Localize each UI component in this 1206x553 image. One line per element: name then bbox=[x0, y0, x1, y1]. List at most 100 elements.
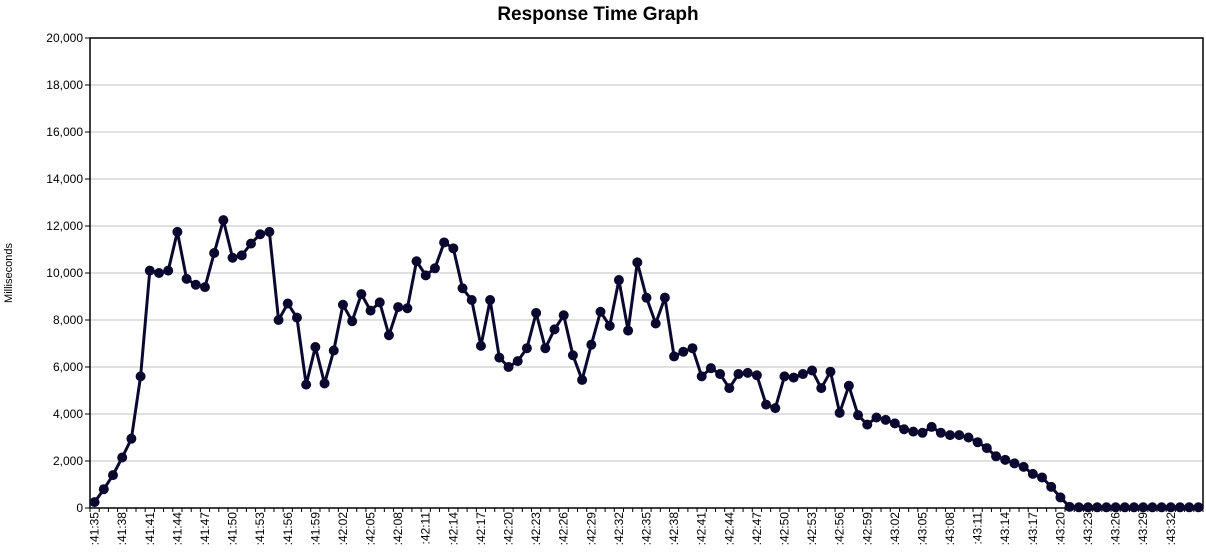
data-point bbox=[632, 257, 643, 268]
data-point bbox=[374, 297, 385, 308]
data-point bbox=[356, 289, 367, 300]
data-point bbox=[696, 371, 707, 382]
data-point bbox=[144, 265, 155, 276]
data-point bbox=[558, 310, 569, 321]
x-tick-label: :42:41 bbox=[695, 512, 709, 546]
y-tick-label: 2,000 bbox=[53, 454, 83, 468]
data-point bbox=[153, 268, 164, 278]
x-tick-label: :42:23 bbox=[529, 512, 543, 546]
x-tick-label: :41:44 bbox=[170, 512, 184, 546]
x-tick-label: :42:20 bbox=[502, 512, 516, 546]
x-tick-label: :42:14 bbox=[446, 512, 460, 546]
data-point bbox=[1037, 472, 1048, 483]
data-point bbox=[521, 343, 532, 354]
data-point bbox=[797, 369, 808, 380]
data-point bbox=[613, 275, 624, 286]
x-tick-label: :42:56 bbox=[833, 512, 847, 546]
data-point bbox=[337, 299, 348, 310]
data-point bbox=[935, 427, 946, 438]
x-tick-label: :42:26 bbox=[557, 512, 571, 546]
data-point bbox=[586, 339, 597, 350]
data-point bbox=[402, 303, 413, 314]
x-tick-label: :43:32 bbox=[1164, 512, 1178, 546]
data-point bbox=[1073, 502, 1084, 513]
data-point bbox=[567, 350, 578, 361]
data-point bbox=[282, 298, 293, 309]
data-point bbox=[172, 226, 183, 237]
data-point bbox=[107, 470, 118, 481]
data-point bbox=[770, 403, 781, 414]
data-point bbox=[475, 340, 486, 351]
data-point bbox=[742, 367, 753, 378]
x-tick-label: :42:53 bbox=[805, 512, 819, 546]
series-group bbox=[89, 215, 1204, 513]
data-point bbox=[650, 318, 661, 329]
data-point bbox=[291, 312, 302, 323]
x-tick-label: :41:38 bbox=[115, 512, 129, 546]
x-tick-label: :41:35 bbox=[88, 512, 102, 546]
data-point bbox=[991, 451, 1002, 462]
data-point bbox=[1147, 502, 1158, 513]
data-point bbox=[273, 315, 284, 325]
data-point bbox=[420, 270, 431, 281]
data-point bbox=[853, 410, 864, 421]
data-point bbox=[1083, 502, 1094, 513]
data-point bbox=[319, 378, 330, 389]
data-point bbox=[512, 356, 523, 367]
data-point bbox=[981, 443, 992, 454]
data-point bbox=[439, 237, 450, 248]
y-tick-label: 6,000 bbox=[53, 360, 83, 374]
data-point bbox=[954, 430, 965, 441]
data-point bbox=[245, 238, 256, 249]
data-point bbox=[843, 380, 854, 391]
data-point bbox=[687, 343, 698, 354]
data-point bbox=[825, 366, 836, 377]
x-tick-label: :41:59 bbox=[308, 512, 322, 546]
y-tick-label: 20,000 bbox=[46, 31, 83, 45]
x-tick-label: :43:08 bbox=[943, 512, 957, 546]
data-point bbox=[779, 371, 790, 382]
data-point bbox=[1064, 501, 1075, 512]
plot-frame bbox=[89, 37, 1204, 509]
data-point bbox=[347, 316, 358, 327]
data-point bbox=[1055, 492, 1066, 503]
x-tick-label: :42:50 bbox=[777, 512, 791, 546]
chart-title: Response Time Graph bbox=[497, 4, 699, 25]
data-point bbox=[889, 418, 900, 429]
data-point bbox=[1184, 502, 1195, 513]
data-point bbox=[917, 427, 928, 438]
data-point bbox=[411, 256, 422, 267]
x-tick-label: :41:53 bbox=[253, 512, 267, 546]
data-point bbox=[1000, 454, 1011, 465]
y-tick-label: 4,000 bbox=[53, 407, 83, 421]
data-point bbox=[494, 352, 505, 363]
data-point bbox=[227, 252, 238, 263]
data-point bbox=[899, 424, 910, 435]
data-point bbox=[604, 320, 615, 331]
data-point bbox=[1018, 461, 1029, 472]
x-tick-label: :43:14 bbox=[998, 512, 1012, 546]
data-point bbox=[466, 295, 477, 306]
x-tick-label: :43:02 bbox=[888, 512, 902, 546]
data-point bbox=[972, 437, 983, 448]
x-tick-label: :42:44 bbox=[722, 512, 736, 546]
x-tick-label: :43:20 bbox=[1053, 512, 1067, 546]
x-tick-label: :42:29 bbox=[584, 512, 598, 546]
data-point bbox=[705, 363, 716, 374]
data-point bbox=[1138, 502, 1149, 513]
data-point bbox=[1119, 502, 1130, 513]
data-point bbox=[218, 215, 229, 226]
data-point bbox=[503, 362, 514, 372]
x-tick-label: :43:17 bbox=[1026, 512, 1040, 546]
data-point bbox=[163, 265, 174, 276]
y-tick-label: 18,000 bbox=[46, 78, 83, 92]
x-tick-label: :43:11 bbox=[971, 512, 985, 545]
x-tick-label: :42:47 bbox=[750, 512, 764, 546]
data-point bbox=[383, 330, 394, 341]
data-point bbox=[98, 484, 109, 495]
x-tick-label: :42:08 bbox=[391, 512, 405, 546]
data-point bbox=[236, 250, 247, 261]
data-point bbox=[1156, 502, 1167, 513]
data-point bbox=[89, 497, 100, 508]
